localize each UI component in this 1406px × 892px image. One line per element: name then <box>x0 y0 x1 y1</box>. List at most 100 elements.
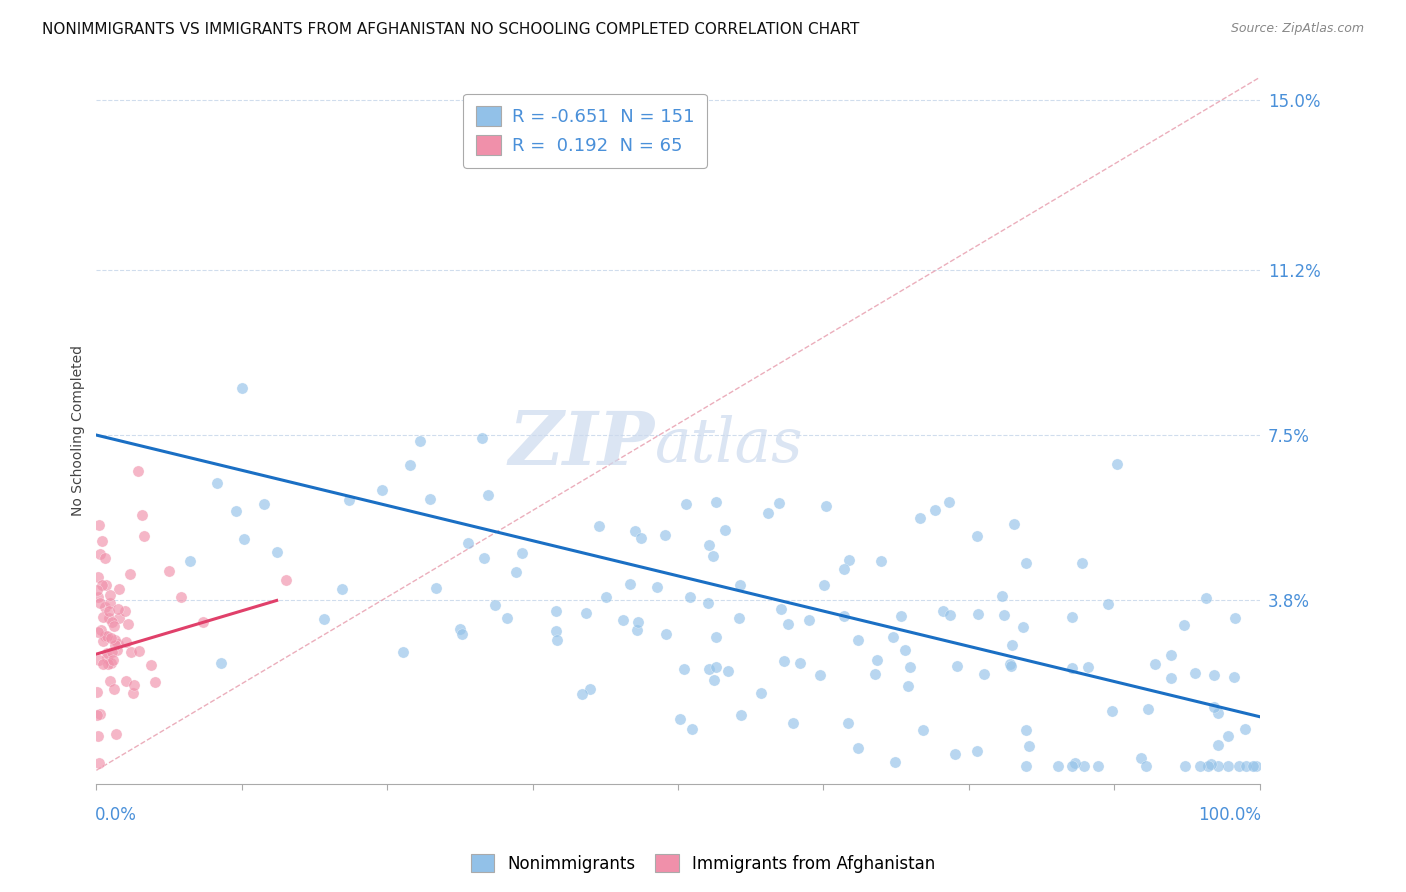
Text: NONIMMIGRANTS VS IMMIGRANTS FROM AFGHANISTAN NO SCHOOLING COMPLETED CORRELATION : NONIMMIGRANTS VS IMMIGRANTS FROM AFGHANI… <box>42 22 859 37</box>
Point <box>143 675 166 690</box>
Point <box>1144 657 1167 671</box>
Text: 100.0%: 100.0% <box>1198 806 1261 824</box>
Point <box>122 678 145 692</box>
Point <box>863 666 886 681</box>
Point <box>91 534 114 549</box>
Point <box>97 604 120 618</box>
Point <box>232 533 254 547</box>
Point <box>1173 618 1195 632</box>
Point <box>924 503 946 517</box>
Point <box>575 606 598 620</box>
Point <box>89 756 111 770</box>
Point <box>1204 668 1226 682</box>
Point <box>266 545 288 559</box>
Point <box>846 632 869 647</box>
Point <box>1018 739 1040 753</box>
Text: atlas: atlas <box>655 415 803 475</box>
Point <box>1071 556 1094 570</box>
Point <box>1197 759 1219 773</box>
Point <box>846 741 869 756</box>
Point <box>134 529 156 543</box>
Point <box>1234 759 1257 773</box>
Point <box>131 508 153 522</box>
Point <box>713 523 735 537</box>
Point <box>813 578 835 592</box>
Point <box>727 610 749 624</box>
Point <box>1135 759 1157 773</box>
Point <box>91 657 114 671</box>
Point <box>966 744 988 758</box>
Point <box>107 636 129 650</box>
Point <box>789 656 811 670</box>
Point <box>882 630 904 644</box>
Point <box>626 623 648 637</box>
Point <box>654 627 676 641</box>
Point <box>1000 657 1022 672</box>
Point <box>890 609 912 624</box>
Point <box>98 611 121 625</box>
Point <box>908 511 931 525</box>
Point <box>654 527 676 541</box>
Point <box>832 608 855 623</box>
Point <box>225 504 247 518</box>
Point <box>97 657 120 671</box>
Point <box>1077 660 1099 674</box>
Point <box>1130 751 1153 765</box>
Point <box>749 686 772 700</box>
Point <box>179 554 201 568</box>
Point <box>728 578 751 592</box>
Point <box>1223 670 1246 684</box>
Point <box>330 582 353 596</box>
Point <box>425 581 447 595</box>
Point <box>1063 756 1085 770</box>
Point <box>96 651 118 665</box>
Point <box>398 458 420 472</box>
Point <box>578 681 600 696</box>
Point <box>1060 610 1083 624</box>
Point <box>697 662 720 676</box>
Point <box>1015 556 1038 570</box>
Point <box>510 546 533 560</box>
Point <box>100 657 122 671</box>
Point <box>1233 722 1256 736</box>
Point <box>86 582 108 597</box>
Point <box>884 756 907 770</box>
Point <box>696 597 718 611</box>
Point <box>252 497 274 511</box>
Point <box>772 654 794 668</box>
Point <box>668 712 690 726</box>
Point <box>832 562 855 576</box>
Point <box>973 667 995 681</box>
Point <box>94 629 117 643</box>
Point <box>495 610 517 624</box>
Point <box>86 684 108 698</box>
Point <box>114 604 136 618</box>
Point <box>193 615 215 630</box>
Point <box>619 577 641 591</box>
Text: 0.0%: 0.0% <box>96 806 136 824</box>
Point <box>108 582 131 597</box>
Point <box>966 529 988 543</box>
Point <box>89 596 111 610</box>
Point <box>392 645 415 659</box>
Point <box>128 644 150 658</box>
Point <box>679 590 702 604</box>
Point <box>630 531 652 545</box>
Point <box>94 578 117 592</box>
Point <box>115 635 138 649</box>
Point <box>1184 666 1206 681</box>
Point <box>866 653 889 667</box>
Point <box>141 658 163 673</box>
Point <box>170 590 193 604</box>
Point <box>768 496 790 510</box>
Point <box>87 653 110 667</box>
Point <box>717 664 740 678</box>
Point <box>231 381 253 395</box>
Point <box>1062 661 1084 675</box>
Point <box>89 547 111 561</box>
Point <box>505 565 527 579</box>
Point <box>897 679 920 693</box>
Point <box>89 707 111 722</box>
Point <box>449 622 471 636</box>
Point <box>1073 759 1095 773</box>
